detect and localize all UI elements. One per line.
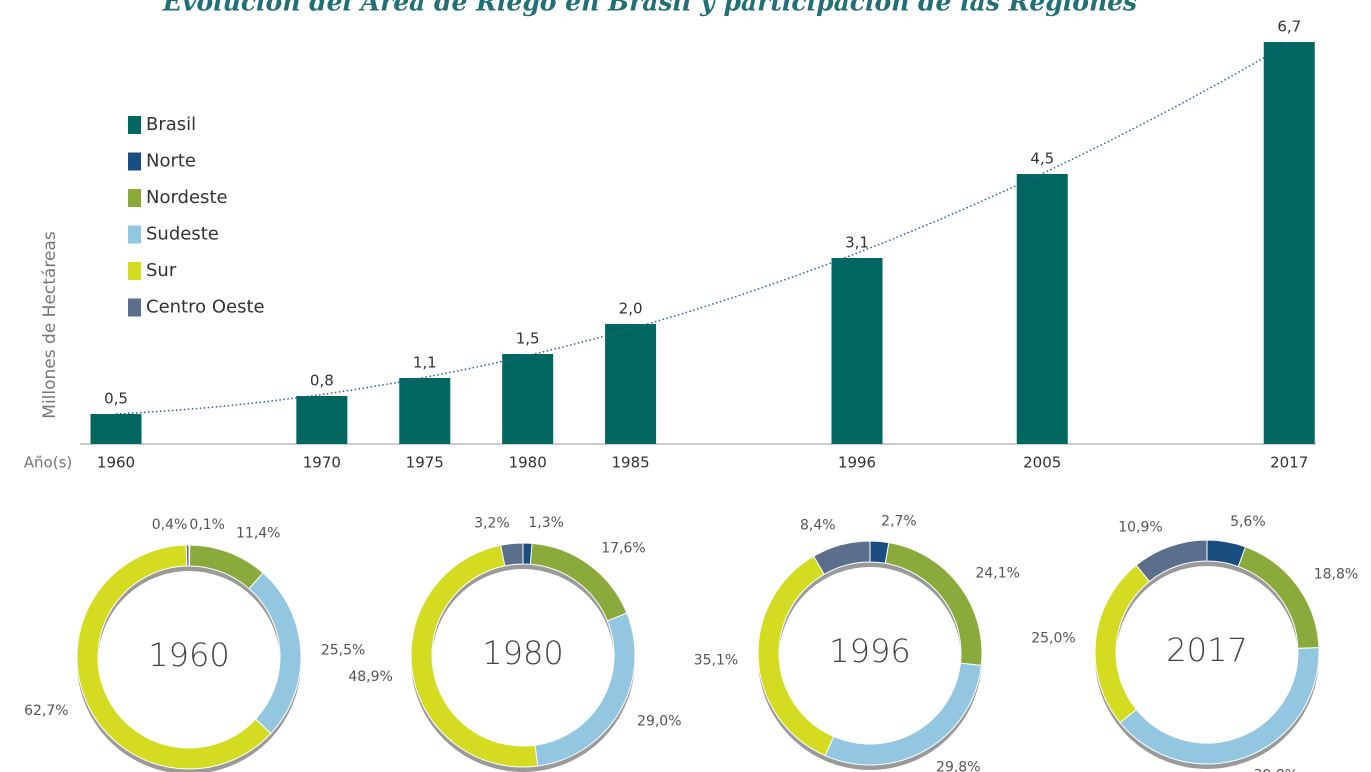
data-label: 10,9% [1118, 520, 1162, 536]
legend-label: Centro Oeste [146, 297, 265, 318]
donut-slice [1094, 564, 1151, 724]
y-axis-label: Millones de Hectáreas [40, 231, 60, 419]
data-label: 17,6% [601, 541, 645, 557]
bar [502, 354, 554, 444]
legend-label: Sudeste [146, 224, 219, 245]
data-label: 11,4% [236, 526, 280, 542]
x-tick-label: 1980 [509, 454, 547, 472]
bar [399, 378, 451, 444]
data-label: 3,2% [474, 516, 510, 532]
data-label: 1,1 [413, 354, 437, 372]
donut-slice [812, 540, 871, 576]
donut-center-label: 2017 [1166, 631, 1247, 669]
data-label: 25,0% [1031, 631, 1075, 647]
bar [605, 324, 657, 444]
legend-label: Nordeste [146, 187, 228, 208]
donut-slice [1135, 539, 1208, 583]
legend-swatch [128, 298, 141, 317]
donut-center-label: 1960 [148, 636, 229, 674]
data-label: 18,8% [1314, 566, 1358, 582]
x-tick-label: 1960 [97, 454, 135, 472]
legend-swatch [128, 262, 141, 280]
donut-center-label: 1996 [829, 632, 910, 670]
data-label: 24,1% [975, 566, 1019, 582]
data-label: 4,5 [1030, 150, 1054, 168]
data-label: 1,5 [516, 330, 540, 348]
x-tick-label: 1996 [838, 454, 876, 472]
donut-center-label: 1980 [482, 634, 563, 672]
data-label: 62,7% [24, 703, 68, 719]
x-tick-label: 2017 [1270, 454, 1308, 472]
donut-slice [500, 542, 524, 567]
data-label: 3,1 [845, 234, 869, 252]
legend-label: Sur [146, 260, 177, 281]
bar [296, 396, 348, 444]
x-tick-label: 1970 [303, 454, 341, 472]
x-tick-label: 2005 [1023, 454, 1061, 472]
data-label: 2,7% [881, 513, 917, 529]
data-label: 2,0 [619, 300, 643, 318]
bar [1263, 42, 1315, 444]
legend-swatch [128, 225, 141, 244]
donut-slice [757, 555, 835, 757]
x-axis-label: Año(s) [24, 454, 72, 472]
trend-line [115, 42, 1290, 415]
donut-slice [824, 662, 982, 766]
data-label: 29,0% [637, 713, 681, 729]
data-label: 0,4% [152, 517, 188, 533]
bar [831, 258, 883, 444]
data-label: 0,5 [104, 390, 128, 408]
bar [90, 414, 142, 444]
data-label: 0,1% [189, 517, 225, 533]
data-label: 39,8% [1254, 767, 1298, 772]
x-tick-label: 1975 [406, 454, 444, 472]
legend-swatch [128, 152, 141, 171]
legend-label: Brasil [146, 114, 196, 135]
chart-title: Evolución del Área de Riego en Brasil y … [162, 0, 1137, 17]
data-label: 25,5% [321, 643, 365, 659]
data-label: 1,3% [528, 515, 564, 531]
data-label: 48,9% [348, 669, 392, 685]
donut-slice [185, 544, 190, 567]
data-label: 8,4% [800, 518, 836, 534]
bar [1016, 174, 1068, 444]
donut-slice [189, 544, 264, 590]
data-label: 35,1% [694, 653, 738, 669]
legend-swatch [128, 116, 141, 134]
donut-slice [248, 572, 302, 735]
legend-label: Norte [146, 151, 196, 172]
data-label: 29,8% [936, 759, 980, 772]
data-label: 0,8 [310, 372, 334, 390]
data-label: 6,7 [1277, 18, 1301, 36]
x-tick-label: 1985 [611, 454, 649, 472]
data-label: 5,6% [1230, 514, 1266, 530]
legend-swatch [128, 189, 141, 207]
